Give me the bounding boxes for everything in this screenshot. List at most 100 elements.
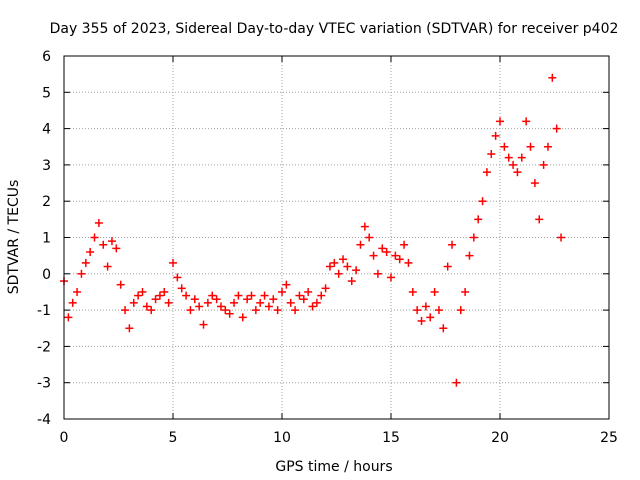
data-point: [243, 295, 252, 304]
x-tick-label: 20: [491, 430, 509, 446]
data-point: [278, 287, 286, 296]
data-point: [421, 302, 430, 311]
data-point: [526, 142, 535, 151]
data-point: [304, 287, 313, 296]
x-tick-label: 25: [600, 430, 618, 446]
y-tick-label: 3: [42, 158, 51, 174]
data-point: [400, 240, 409, 249]
data-point: [539, 160, 548, 169]
data-point: [434, 306, 443, 315]
data-point: [352, 266, 361, 275]
y-tick-label: 6: [42, 49, 51, 65]
data-point: [299, 295, 308, 304]
data-point: [456, 306, 465, 315]
data-point: [199, 320, 208, 329]
data-point: [535, 215, 544, 224]
data-point: [312, 298, 321, 307]
data-point: [99, 240, 108, 249]
data-point: [373, 269, 382, 278]
y-tick-label: 1: [42, 231, 51, 247]
data-point: [500, 142, 509, 151]
y-tick-label: 4: [42, 122, 51, 138]
data-point: [365, 233, 374, 242]
data-point: [509, 160, 518, 169]
chart-title: Day 355 of 2023, Sidereal Day-to-day VTE…: [50, 21, 619, 37]
data-point: [221, 306, 230, 315]
data-point: [543, 142, 552, 151]
data-point: [125, 324, 134, 333]
y-tick-label: -2: [37, 339, 51, 355]
y-tick-label: 0: [42, 267, 51, 283]
y-tick-label: -1: [37, 303, 51, 319]
data-point: [273, 306, 282, 315]
data-point: [478, 197, 487, 206]
data-point: [121, 306, 130, 315]
data-point: [94, 218, 103, 227]
data-point: [173, 273, 182, 282]
data-point: [548, 73, 557, 82]
data-point: [282, 280, 291, 289]
x-tick-label: 0: [60, 430, 69, 446]
data-point: [474, 215, 483, 224]
data-point: [177, 284, 186, 293]
data-point: [430, 287, 439, 296]
data-point: [378, 244, 387, 253]
data-point: [334, 269, 343, 278]
data-point: [142, 302, 151, 311]
data-point: [186, 306, 195, 315]
data-point: [487, 150, 496, 159]
data-point: [116, 280, 125, 289]
data-point: [491, 131, 500, 140]
data-point: [517, 153, 526, 162]
data-point: [530, 179, 539, 188]
data-point: [251, 306, 260, 315]
data-point: [448, 240, 457, 249]
data-point: [225, 309, 234, 318]
data-point: [208, 291, 217, 300]
data-point: [129, 298, 138, 307]
data-point: [417, 316, 426, 325]
axis-ticks: [63, 55, 610, 420]
data-point: [86, 248, 95, 257]
data-point: [230, 298, 239, 307]
data-point: [330, 258, 339, 267]
data-point: [291, 306, 300, 315]
data-point: [347, 277, 356, 286]
data-point: [151, 295, 160, 304]
data-point: [469, 233, 478, 242]
data-point: [260, 291, 269, 300]
data-point: [439, 324, 448, 333]
y-tick-label: -4: [37, 412, 51, 428]
data-point: [212, 295, 221, 304]
y-tick-label: 5: [42, 85, 51, 101]
data-point: [408, 287, 417, 296]
data-point: [317, 291, 326, 300]
data-point: [391, 251, 400, 260]
data-point: [234, 291, 243, 300]
data-point: [286, 298, 295, 307]
data-point: [160, 287, 169, 296]
y-tick-label: 2: [42, 194, 51, 210]
data-points: [60, 73, 566, 387]
data-point: [461, 287, 470, 296]
data-point: [247, 291, 256, 300]
data-point: [90, 233, 99, 242]
x-tick-label: 15: [382, 430, 400, 446]
data-point: [395, 255, 404, 264]
data-point: [147, 306, 156, 315]
data-point: [482, 168, 491, 177]
data-point: [465, 251, 474, 260]
x-axis-label: GPS time / hours: [275, 459, 392, 475]
data-point: [238, 313, 247, 322]
data-point: [452, 378, 461, 387]
data-point: [321, 284, 330, 293]
data-point: [343, 262, 352, 271]
data-point: [443, 262, 452, 271]
data-point: [169, 258, 177, 267]
data-point: [103, 262, 112, 271]
data-point: [552, 124, 561, 133]
data-point: [107, 237, 116, 246]
data-point: [203, 298, 212, 307]
x-tick-label: 5: [169, 430, 178, 446]
